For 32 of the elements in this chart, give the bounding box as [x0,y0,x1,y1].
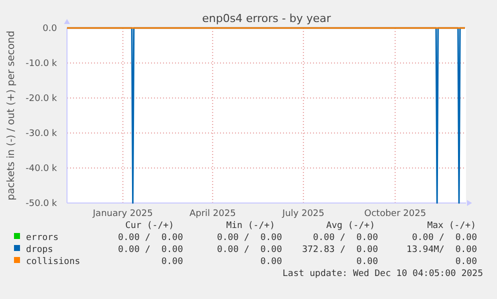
x-tick-label: October 2025 [364,209,426,219]
text: 0.00 / 0.00 [118,233,183,243]
text: Avg (-/+) [326,221,375,231]
text: 13.94M/ 0.00 [406,245,477,255]
chart-title: enp0s4 errors - by year [202,12,332,25]
text: Cur (-/+) [125,221,174,231]
text: Last update: Wed Dec 10 04:05:00 2025 [282,269,483,279]
text: 0.00 [455,257,477,267]
text: Max (-/+) [427,221,476,231]
y-tick-label: -40.0 k [26,164,58,174]
text: 0.00 / 0.00 [312,233,378,243]
y-tick-label: -50.0 k [26,199,58,210]
text: 0.00 [161,257,183,267]
x-tick-label: July 2025 [281,209,324,219]
text: 0.00 / 0.00 [118,245,183,255]
y-tick-label: -20.0 k [26,94,58,104]
x-tick-label: April 2025 [189,209,236,219]
text: 0.00 [356,257,378,267]
text: Min (-/+) [226,221,275,231]
legend-label: errors [26,233,59,243]
legend-label: collisions [26,257,80,267]
y-tick-label: -10.0 k [26,59,58,70]
y-tick-label: -30.0 k [26,129,58,140]
x-tick-label: January 2025 [92,209,153,219]
text: 372.83 / 0.00 [302,245,378,255]
text: 0.00 / 0.00 [216,233,282,243]
text: 0.00 [260,257,282,267]
y-axis-title: packets in (-) / out (+) per second [6,30,17,200]
text: 0.00 / 0.00 [216,245,282,255]
y-tick-label: 0.0 [42,24,58,34]
text: 0.00 / 0.00 [412,233,477,243]
legend-label: drops [26,245,54,255]
